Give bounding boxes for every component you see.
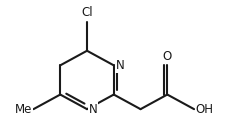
Text: N: N: [88, 103, 97, 116]
Text: Me: Me: [15, 103, 32, 116]
Text: N: N: [115, 59, 124, 72]
Text: O: O: [162, 50, 171, 63]
Text: Cl: Cl: [81, 6, 93, 19]
Text: OH: OH: [194, 103, 212, 116]
